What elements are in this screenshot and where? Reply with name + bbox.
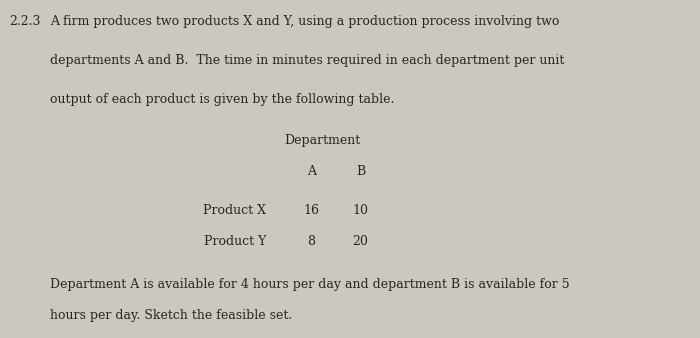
Text: Product X: Product X [203, 204, 266, 217]
Text: departments A and B.  The time in minutes required in each department per unit: departments A and B. The time in minutes… [50, 54, 565, 67]
Text: B: B [356, 165, 365, 178]
Text: 8: 8 [307, 235, 316, 248]
Text: hours per day. Sketch the feasible set.: hours per day. Sketch the feasible set. [50, 309, 293, 322]
Text: output of each product is given by the following table.: output of each product is given by the f… [50, 93, 395, 106]
Text: Product Y: Product Y [204, 235, 266, 248]
Text: Department: Department [284, 134, 360, 147]
Text: 2.2.3: 2.2.3 [9, 15, 41, 28]
Text: 20: 20 [353, 235, 368, 248]
Text: A: A [307, 165, 316, 178]
Text: A firm produces two products X and Y, using a production process involving two: A firm produces two products X and Y, us… [50, 15, 560, 28]
Text: Department A is available for 4 hours per day and department B is available for : Department A is available for 4 hours pe… [50, 277, 570, 291]
Text: 10: 10 [353, 204, 368, 217]
Text: 16: 16 [304, 204, 319, 217]
